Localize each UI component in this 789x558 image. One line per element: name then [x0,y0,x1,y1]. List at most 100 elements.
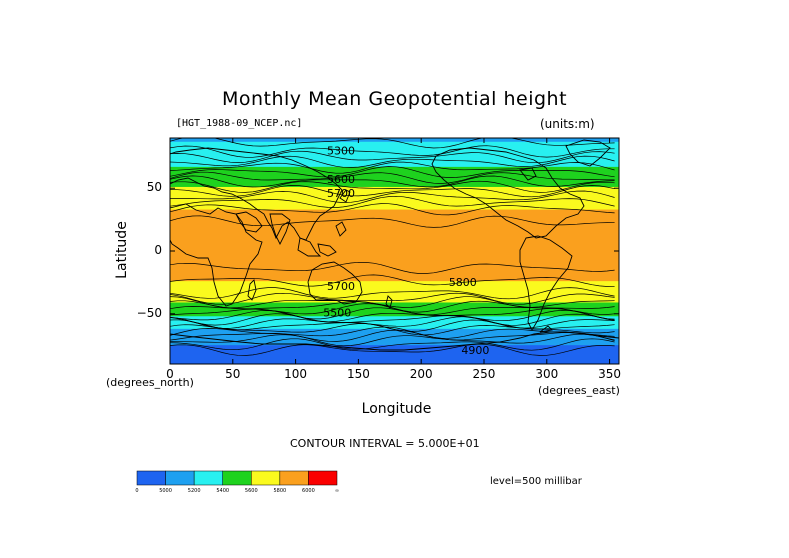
color-band [170,283,619,286]
color-band [170,180,619,183]
color-band [170,218,619,221]
y-tick-label: −50 [136,305,162,320]
color-band [170,252,619,255]
color-band [170,292,619,295]
color-band [170,338,619,341]
color-band [170,302,619,305]
color-band [170,230,619,233]
color-band [170,273,619,276]
color-band [170,198,619,201]
x-tick-label: 300 [535,367,559,381]
color-band [170,204,619,207]
color-band [170,297,619,300]
color-band [170,222,619,224]
colorbar-swatch [136,470,166,486]
contour-line [170,185,615,198]
color-band [170,330,619,332]
color-band [170,352,619,355]
color-band [170,223,619,226]
color-band [170,355,619,358]
level-label: level=500 millibar [490,476,582,487]
contour-label: 5600 [327,173,355,186]
color-band [170,181,619,184]
contour-line [170,333,615,347]
color-band [170,197,619,199]
color-band [170,276,619,278]
color-band [170,153,619,155]
color-band [170,336,619,339]
contour-line [170,307,615,320]
contour-line [170,300,615,313]
contour-label: 4900 [461,344,489,357]
color-band [170,233,619,236]
color-band [170,209,619,212]
contour-label: 5700 [327,280,355,293]
color-band [170,288,619,291]
color-band [170,158,619,160]
color-band [170,174,619,177]
x-tick-label: 100 [284,367,308,381]
color-band [170,281,619,283]
contour-line [170,175,615,188]
color-band [170,139,619,142]
color-band [170,229,619,232]
color-band [170,194,619,197]
color-band [170,322,619,325]
color-band [170,141,619,144]
color-band [170,146,619,149]
color-band [170,238,619,241]
contour-line [170,161,615,174]
color-band [170,278,619,281]
color-band [170,261,619,263]
contour-line [170,203,615,216]
x-axis-label: Longitude [361,401,432,417]
y-tick-label: 0 [154,243,162,257]
contour-label: 5700 [327,187,355,200]
color-band [170,235,619,238]
color-band [170,149,619,152]
contour-line [170,215,615,228]
color-band [170,269,619,272]
color-band [170,356,619,359]
color-band [170,320,619,322]
color-band [170,164,619,167]
color-band [170,245,619,248]
x-tick-label: 250 [472,367,496,381]
color-band [170,263,619,266]
color-band [170,144,619,147]
contour-line [170,316,615,329]
x-tick-label: 50 [225,367,241,381]
contour-label: 5500 [323,306,351,319]
colorbar-label: 5000 [159,488,172,494]
color-band [170,224,619,227]
contour-line [170,343,615,356]
color-band [170,317,619,320]
color-band [170,239,619,242]
color-band [170,268,619,271]
color-band [170,303,619,306]
contour-line [170,190,615,203]
color-band [170,184,619,187]
color-band [170,175,619,178]
colorbar-label: 5400 [216,488,230,494]
coastlines [170,139,619,351]
color-band [170,357,619,360]
color-band [170,313,619,316]
contour-line [170,166,615,178]
x-tick-label: 150 [346,367,370,381]
color-band [170,286,619,289]
color-band [170,341,619,344]
color-band [170,311,619,314]
color-band [170,163,619,165]
color-band [170,178,619,181]
color-band [170,326,619,329]
color-band [170,340,619,342]
y-axis-unit-label: (degrees_east) [538,384,620,397]
contour-line [170,313,615,326]
color-band [170,145,619,148]
contour-line [170,296,615,309]
color-band [170,332,619,335]
color-band [170,287,619,290]
color-band [170,266,619,268]
color-band [170,240,619,243]
